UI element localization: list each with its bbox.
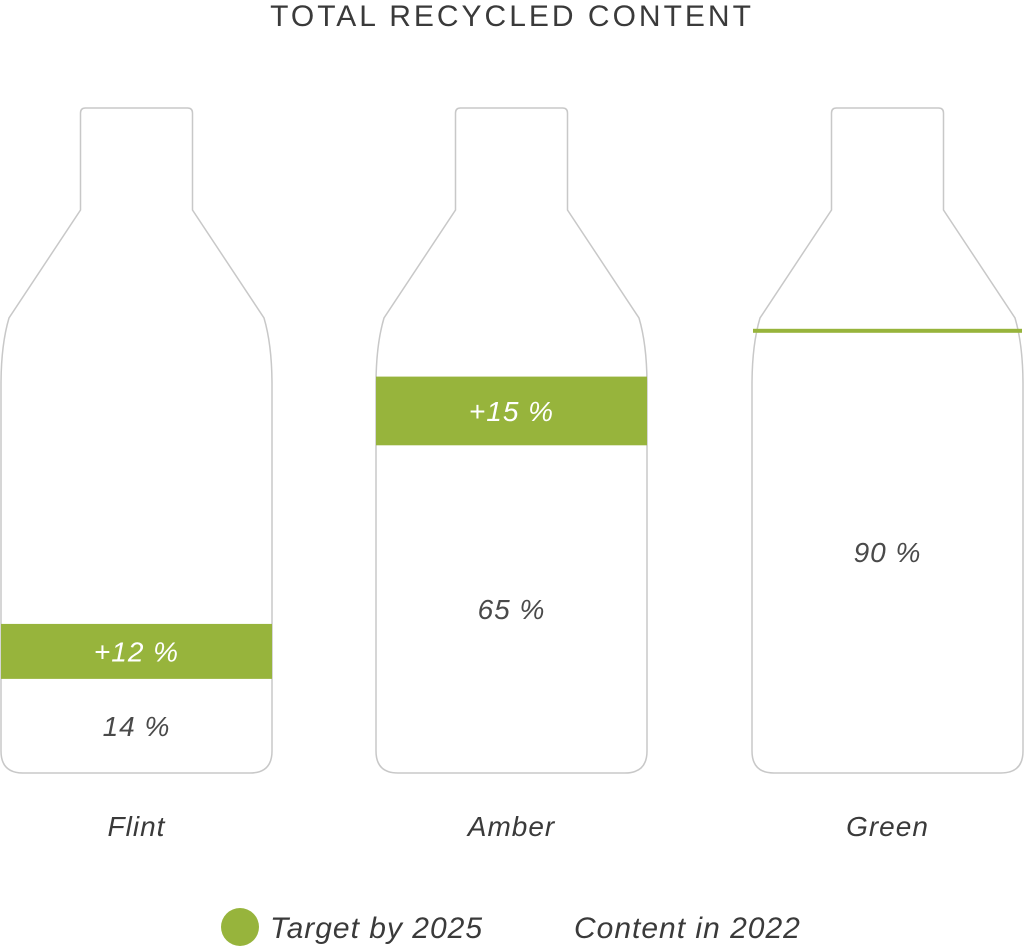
- content-level-line: [753, 328, 1022, 333]
- bottle-flint: +12 % 14 % Flint: [0, 107, 273, 842]
- target-label: +12 %: [94, 636, 179, 667]
- category-label: Amber: [466, 811, 556, 842]
- target-bar: [376, 376, 647, 446]
- category-label: Flint: [108, 811, 166, 842]
- content-value-label: 90 %: [854, 537, 922, 568]
- legend-label-target: Target by 2025: [270, 912, 483, 945]
- category-label: Green: [846, 811, 929, 842]
- content-value-label: 65 %: [478, 594, 546, 625]
- bottle-outline: [375, 107, 648, 774]
- target-bar: [1, 623, 272, 679]
- bottles-group: +12 % 14 % Flint +15 % 65 % Amber 90 % Green: [0, 107, 1024, 842]
- chart-title: TOTAL RECYCLED CONTENT: [270, 0, 754, 33]
- target-label: +15 %: [469, 396, 554, 427]
- content-value-label: 14 %: [103, 711, 171, 742]
- bottle-outline: [751, 107, 1024, 774]
- legend: Target by 2025 Content in 2022: [221, 908, 801, 946]
- bottle-green: 90 % Green: [751, 107, 1024, 842]
- legend-swatch-target: [221, 908, 259, 946]
- bottle-outline: [0, 107, 273, 774]
- bottle-amber: +15 % 65 % Amber: [375, 107, 648, 842]
- legend-label-content: Content in 2022: [574, 912, 801, 945]
